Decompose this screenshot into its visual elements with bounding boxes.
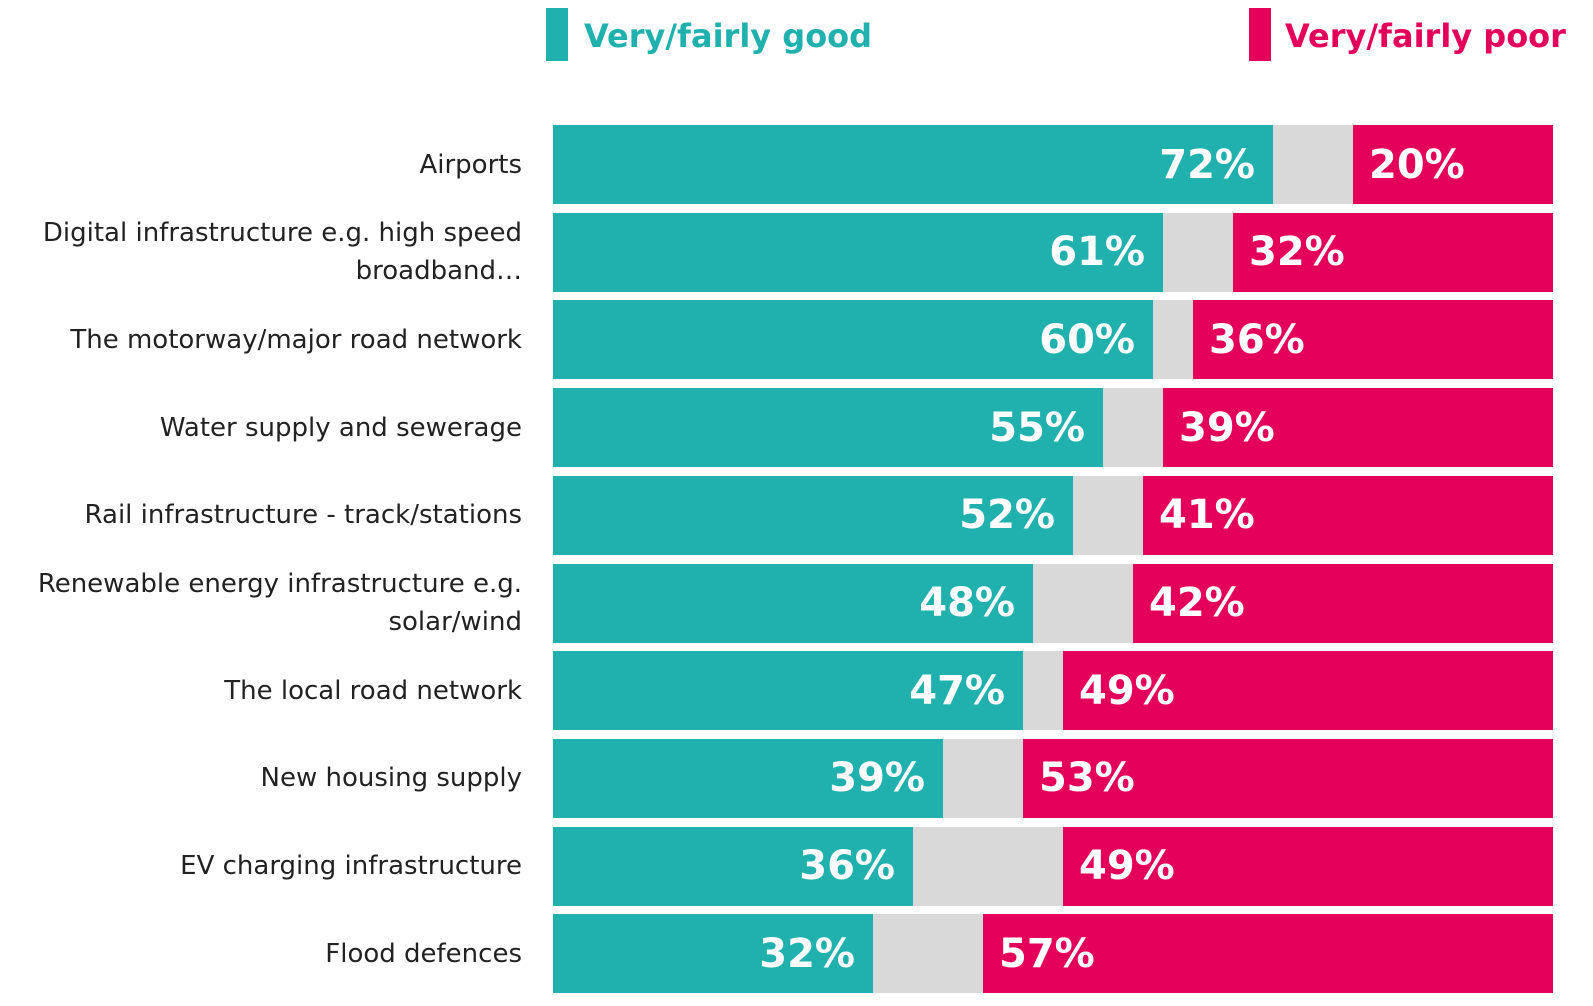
value-label: 61% bbox=[1049, 229, 1145, 276]
value-label: 55% bbox=[989, 404, 1085, 451]
value-label: 60% bbox=[1039, 316, 1135, 363]
value-label: 42% bbox=[1149, 580, 1245, 626]
bar-segment bbox=[553, 914, 873, 994]
bar-segment bbox=[1033, 563, 1133, 643]
value-label: 41% bbox=[1159, 492, 1255, 539]
value-label: 39% bbox=[1179, 404, 1275, 451]
bar-segment bbox=[1273, 125, 1353, 204]
value-label: 36% bbox=[799, 843, 895, 890]
bar-segment bbox=[913, 826, 1063, 906]
bar-segment bbox=[553, 212, 1163, 292]
bar-segment bbox=[1193, 300, 1553, 380]
value-label: 39% bbox=[829, 755, 925, 802]
bar-segment bbox=[1163, 388, 1553, 468]
value-label: 57% bbox=[999, 930, 1095, 977]
category-label: Digital infrastructure e.g. high speed b… bbox=[42, 218, 522, 287]
bar-segment bbox=[553, 475, 1073, 555]
category-label: New housing supply bbox=[260, 763, 523, 794]
bar-segment bbox=[1023, 738, 1553, 818]
bar-segment bbox=[553, 125, 1273, 204]
bar-segment bbox=[1073, 475, 1143, 555]
bar-segment bbox=[553, 563, 1033, 643]
bar-segment bbox=[1023, 651, 1063, 731]
legend-label: Very/fairly poor bbox=[1285, 17, 1566, 55]
category-label: Flood defences bbox=[325, 938, 522, 969]
bar-segment bbox=[1233, 212, 1553, 292]
bar-segment bbox=[943, 738, 1023, 818]
bar-segment bbox=[553, 388, 1103, 468]
value-label: 36% bbox=[1209, 316, 1305, 363]
value-label: 49% bbox=[1079, 667, 1175, 714]
value-label: 48% bbox=[919, 580, 1015, 626]
bar-segment bbox=[1103, 388, 1163, 468]
bar-segment bbox=[983, 914, 1553, 994]
bar-segment bbox=[1143, 475, 1553, 555]
value-label: 49% bbox=[1079, 843, 1175, 890]
category-label: Airports bbox=[419, 149, 522, 180]
category-label: EV charging infrastructure bbox=[180, 851, 522, 882]
value-label: 32% bbox=[1249, 229, 1345, 276]
bar-segment bbox=[1153, 300, 1193, 380]
value-label: 20% bbox=[1369, 141, 1465, 188]
bar-segment bbox=[553, 826, 913, 906]
bar-segment bbox=[1133, 563, 1553, 643]
category-label: Renewable energy infrastructure e.g. sol… bbox=[37, 569, 522, 637]
legend-swatch bbox=[546, 8, 568, 61]
category-label: The local road network bbox=[224, 675, 522, 706]
category-label: The motorway/major road network bbox=[70, 324, 522, 355]
bar-segment bbox=[1063, 826, 1553, 906]
bar-segment bbox=[553, 300, 1153, 380]
category-label: Rail infrastructure - track/stations bbox=[84, 500, 522, 531]
value-label: 72% bbox=[1159, 141, 1255, 188]
legend-label: Very/fairly good bbox=[584, 17, 873, 55]
bar-segment bbox=[1163, 212, 1233, 292]
legend-swatch bbox=[1249, 8, 1271, 61]
value-label: 32% bbox=[759, 930, 855, 977]
bar-segment bbox=[873, 914, 983, 994]
bar-segment bbox=[1063, 651, 1553, 731]
value-label: 52% bbox=[959, 492, 1055, 539]
value-label: 47% bbox=[909, 667, 1005, 714]
bar-segment bbox=[553, 738, 943, 818]
value-label: 53% bbox=[1039, 755, 1135, 802]
category-label: Water supply and sewerage bbox=[159, 412, 522, 443]
bar-segment bbox=[1353, 125, 1553, 204]
bar-segment bbox=[553, 651, 1023, 731]
